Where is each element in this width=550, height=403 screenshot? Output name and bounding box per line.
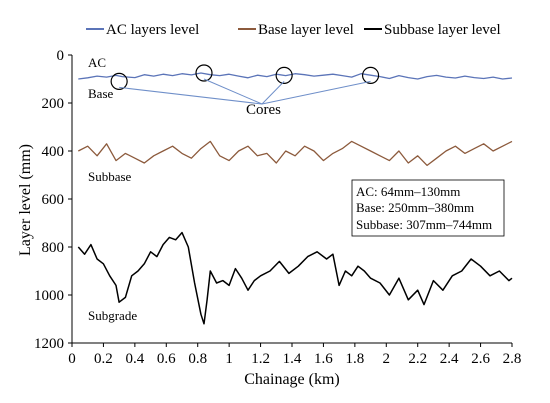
x-tick-label: 0.4 (125, 351, 144, 367)
range-note-ac: AC: 64mm–130mm (356, 184, 460, 199)
x-tick-label: 2 (383, 351, 391, 367)
core-marker (361, 66, 380, 85)
y-tick-label: 0 (57, 48, 65, 64)
core-marker (195, 64, 213, 82)
legend: AC layers level Base layer level Subbase… (86, 22, 501, 38)
layer-labels: AC Base Subbase Subgrade (88, 55, 137, 323)
range-note-subbase: Subbase: 307mm–744mm (356, 217, 492, 232)
x-tick-label: 1.2 (251, 351, 270, 367)
y-tick-label: 1200 (34, 336, 64, 352)
core-arrow (261, 81, 285, 105)
layer-label-subbase: Subbase (88, 169, 132, 184)
legend-label-ac: AC layers level (106, 22, 199, 38)
x-axis-title: Chainage (km) (244, 371, 340, 388)
series-line-subbase (77, 231, 513, 325)
core-arrow (261, 80, 371, 105)
y-tick-label: 200 (42, 96, 65, 112)
legend-label-subbase: Subbase layer level (384, 22, 501, 38)
layer-label-subgrade: Subgrade (88, 308, 137, 323)
core-arrow (119, 86, 263, 105)
cores-annotation: Cores (110, 64, 380, 118)
core-arrow (203, 78, 263, 105)
x-tick-label: 1 (225, 351, 233, 367)
layer-label-base: Base (88, 86, 114, 101)
range-note-base: Base: 250mm–380mm (356, 200, 474, 215)
x-tick-label: 1.6 (314, 351, 333, 367)
range-note-border (351, 179, 505, 237)
cores-label: Cores (246, 102, 281, 118)
series-line-ac (78, 72, 513, 80)
x-tick-label: 0.8 (188, 351, 207, 367)
series-group (77, 72, 513, 325)
series-line-base (78, 140, 513, 167)
x-tick-label: 2.4 (440, 351, 459, 367)
y-tick-label: 800 (42, 240, 65, 256)
y-tick-label: 400 (42, 144, 65, 160)
x-tick-label: 1.8 (345, 351, 364, 367)
x-tick-label: 0.2 (94, 351, 113, 367)
core-marker (275, 66, 293, 85)
x-ticks: 0 0.2 0.4 0.6 0.8 1 1.2 1.4 1.6 1.8 2 2.2 2.4 2.6 2.8 (68, 343, 521, 367)
y-tick-label: 600 (42, 192, 65, 208)
y-axis-title: Layer level (mm) (17, 144, 34, 256)
x-tick-label: 2.6 (471, 351, 490, 367)
x-tick-label: 2.8 (503, 351, 522, 367)
x-tick-label: 1.4 (283, 351, 302, 367)
range-note-box: AC: 64mm–130mm Base: 250mm–380mm Subbase… (351, 179, 505, 237)
y-ticks: 0 200 400 600 800 1000 1200 (34, 48, 72, 352)
layer-label-ac: AC (88, 55, 106, 70)
y-tick-label: 1000 (34, 288, 64, 304)
x-tick-label: 0 (68, 351, 76, 367)
core-marker (110, 72, 128, 91)
x-tick-label: 2.2 (408, 351, 427, 367)
x-tick-label: 0.6 (157, 351, 176, 367)
legend-label-base: Base layer level (258, 22, 354, 38)
